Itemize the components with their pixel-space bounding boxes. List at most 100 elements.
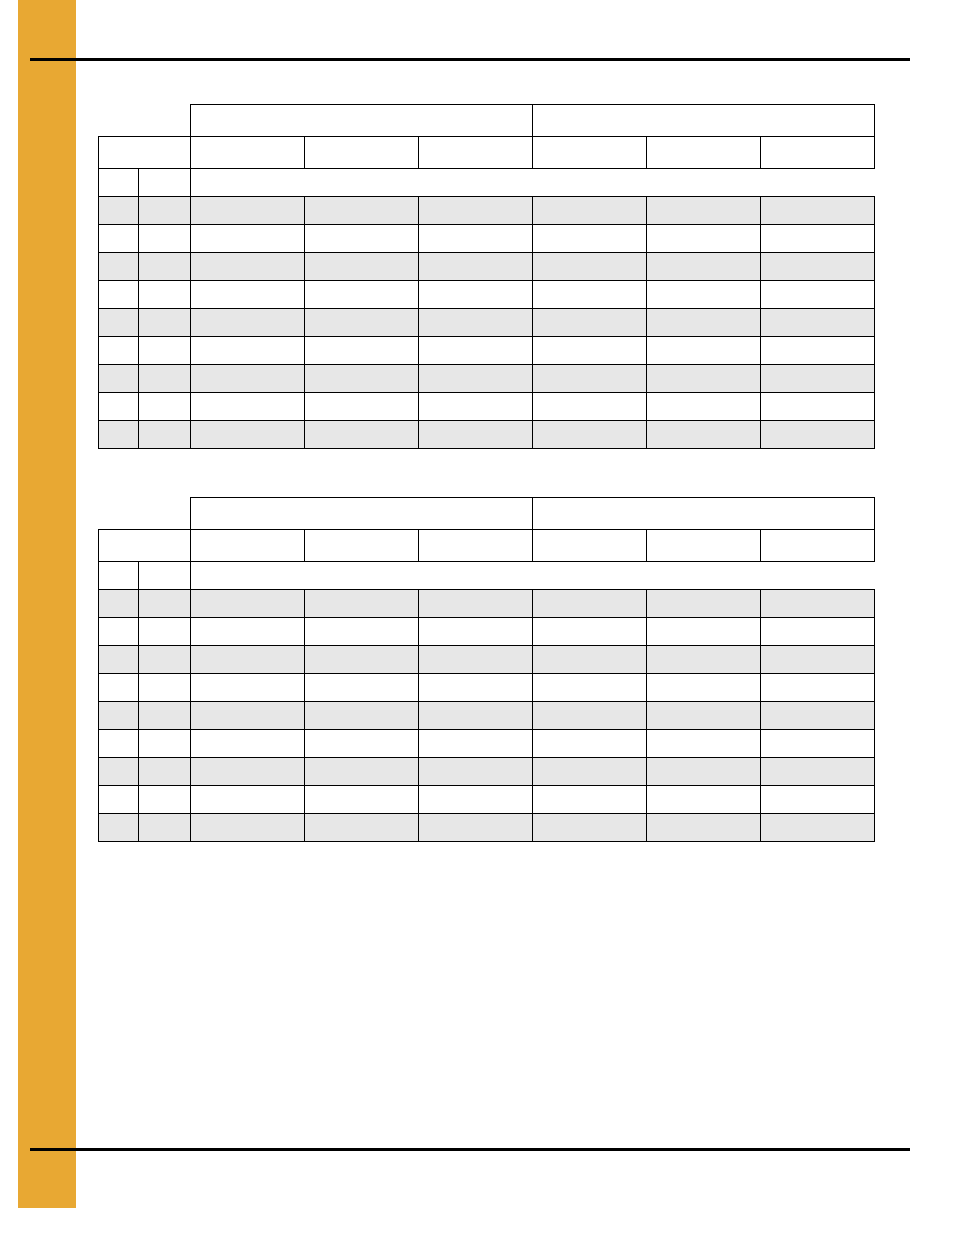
column-group-header [191, 498, 533, 530]
table-row [99, 590, 875, 618]
cell [99, 393, 139, 421]
column-header [99, 530, 191, 562]
cell [99, 618, 139, 646]
cell [139, 365, 191, 393]
cell [139, 253, 191, 281]
cell [419, 393, 533, 421]
cell [761, 337, 875, 365]
cell [191, 393, 305, 421]
cell [139, 562, 191, 590]
cell [419, 814, 533, 842]
cell [533, 758, 647, 786]
cell [761, 814, 875, 842]
table-row [99, 169, 875, 197]
cell [533, 674, 647, 702]
cell [305, 618, 419, 646]
cell [99, 281, 139, 309]
cell [305, 337, 419, 365]
column-header [99, 137, 191, 169]
table-row [99, 702, 875, 730]
cell [647, 814, 761, 842]
column-group-header [533, 105, 875, 137]
cell [99, 730, 139, 758]
cell [647, 197, 761, 225]
cell [139, 646, 191, 674]
cell [191, 618, 305, 646]
table-row [99, 365, 875, 393]
data-table-2 [98, 497, 875, 842]
cell [99, 197, 139, 225]
cell [647, 309, 761, 337]
cell [99, 590, 139, 618]
cell [419, 674, 533, 702]
cell [533, 253, 647, 281]
cell [191, 702, 305, 730]
table-row [99, 646, 875, 674]
cell [761, 646, 875, 674]
cell [761, 421, 875, 449]
column-header [533, 137, 647, 169]
cell [647, 365, 761, 393]
cell [191, 281, 305, 309]
cell [99, 674, 139, 702]
table-row [99, 618, 875, 646]
cell [305, 253, 419, 281]
cell [533, 814, 647, 842]
cell [647, 702, 761, 730]
column-header [761, 137, 875, 169]
cell [305, 309, 419, 337]
cell [533, 730, 647, 758]
cell [533, 646, 647, 674]
cell [139, 702, 191, 730]
cell [419, 618, 533, 646]
bottom-horizontal-rule [30, 1148, 910, 1151]
cell [139, 618, 191, 646]
cell [647, 393, 761, 421]
table-row [99, 814, 875, 842]
column-header [647, 530, 761, 562]
cell [419, 421, 533, 449]
cell [647, 730, 761, 758]
cell [419, 646, 533, 674]
cell [99, 225, 139, 253]
cell [761, 225, 875, 253]
cell [419, 225, 533, 253]
cell [99, 169, 139, 197]
cell [533, 365, 647, 393]
cell [533, 421, 647, 449]
cell [761, 674, 875, 702]
cell [139, 421, 191, 449]
cell [191, 365, 305, 393]
cell [191, 646, 305, 674]
cell [305, 590, 419, 618]
cell [419, 253, 533, 281]
cell [139, 393, 191, 421]
cell [533, 225, 647, 253]
cell [191, 309, 305, 337]
cell [99, 786, 139, 814]
cell [647, 758, 761, 786]
cell [305, 674, 419, 702]
cell [99, 365, 139, 393]
column-header [191, 137, 305, 169]
column-header [533, 530, 647, 562]
cell [647, 674, 761, 702]
content-area [98, 104, 874, 890]
cell [305, 225, 419, 253]
table-row [99, 105, 875, 137]
cell [761, 758, 875, 786]
cell [419, 786, 533, 814]
cell [305, 730, 419, 758]
cell [305, 786, 419, 814]
cell [99, 562, 139, 590]
cell [305, 365, 419, 393]
cell [647, 646, 761, 674]
cell [139, 169, 191, 197]
cell [99, 814, 139, 842]
cell [139, 337, 191, 365]
cell [191, 674, 305, 702]
table-row [99, 498, 875, 530]
cell [139, 758, 191, 786]
cell [305, 393, 419, 421]
sidebar-accent [18, 0, 76, 1208]
